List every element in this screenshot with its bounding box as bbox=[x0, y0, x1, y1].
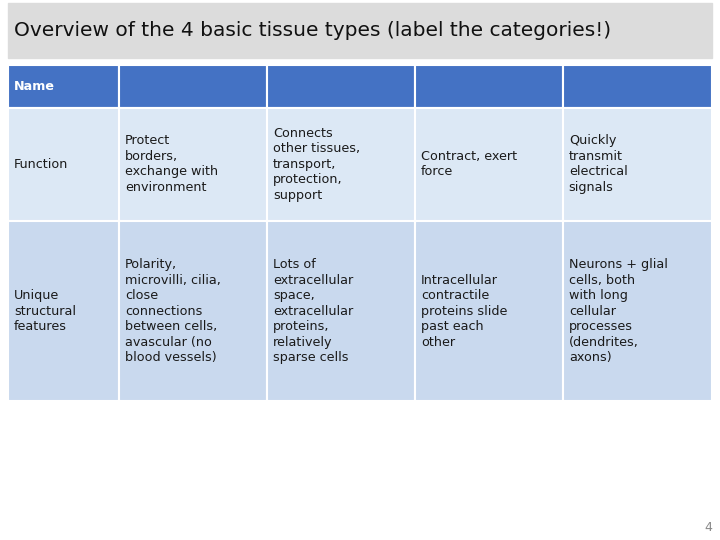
Text: Lots of
extracellular
space,
extracellular
proteins,
relatively
sparse cells: Lots of extracellular space, extracellul… bbox=[273, 258, 354, 364]
Bar bbox=[120, 65, 267, 107]
Text: Neurons + glial
cells, both
with long
cellular
processes
(dendrites,
axons): Neurons + glial cells, both with long ce… bbox=[569, 258, 667, 364]
Bar bbox=[8, 221, 120, 401]
Bar bbox=[8, 3, 712, 58]
Text: Name: Name bbox=[14, 80, 55, 93]
Text: Contract, exert
force: Contract, exert force bbox=[421, 150, 517, 179]
Bar bbox=[563, 65, 712, 107]
Text: Quickly
transmit
electrical
signals: Quickly transmit electrical signals bbox=[569, 134, 628, 194]
Bar bbox=[563, 107, 712, 221]
Text: Overview of the 4 basic tissue types (label the categories!): Overview of the 4 basic tissue types (la… bbox=[14, 21, 611, 40]
Bar bbox=[415, 65, 563, 107]
Bar bbox=[267, 221, 415, 401]
Text: Function: Function bbox=[14, 158, 68, 171]
Text: Intracellular
contractile
proteins slide
past each
other: Intracellular contractile proteins slide… bbox=[421, 274, 508, 348]
Text: 4: 4 bbox=[704, 521, 712, 534]
Bar bbox=[267, 65, 415, 107]
Bar bbox=[415, 107, 563, 221]
Bar bbox=[563, 221, 712, 401]
Text: Protect
borders,
exchange with
environment: Protect borders, exchange with environme… bbox=[125, 134, 218, 194]
Bar bbox=[120, 221, 267, 401]
Text: Unique
structural
features: Unique structural features bbox=[14, 289, 76, 333]
Bar bbox=[8, 107, 120, 221]
Bar bbox=[120, 107, 267, 221]
Bar bbox=[267, 107, 415, 221]
Text: Connects
other tissues,
transport,
protection,
support: Connects other tissues, transport, prote… bbox=[273, 127, 360, 202]
Bar bbox=[415, 221, 563, 401]
Bar bbox=[8, 65, 120, 107]
Text: Polarity,
microvilli, cilia,
close
connections
between cells,
avascular (no
bloo: Polarity, microvilli, cilia, close conne… bbox=[125, 258, 221, 364]
